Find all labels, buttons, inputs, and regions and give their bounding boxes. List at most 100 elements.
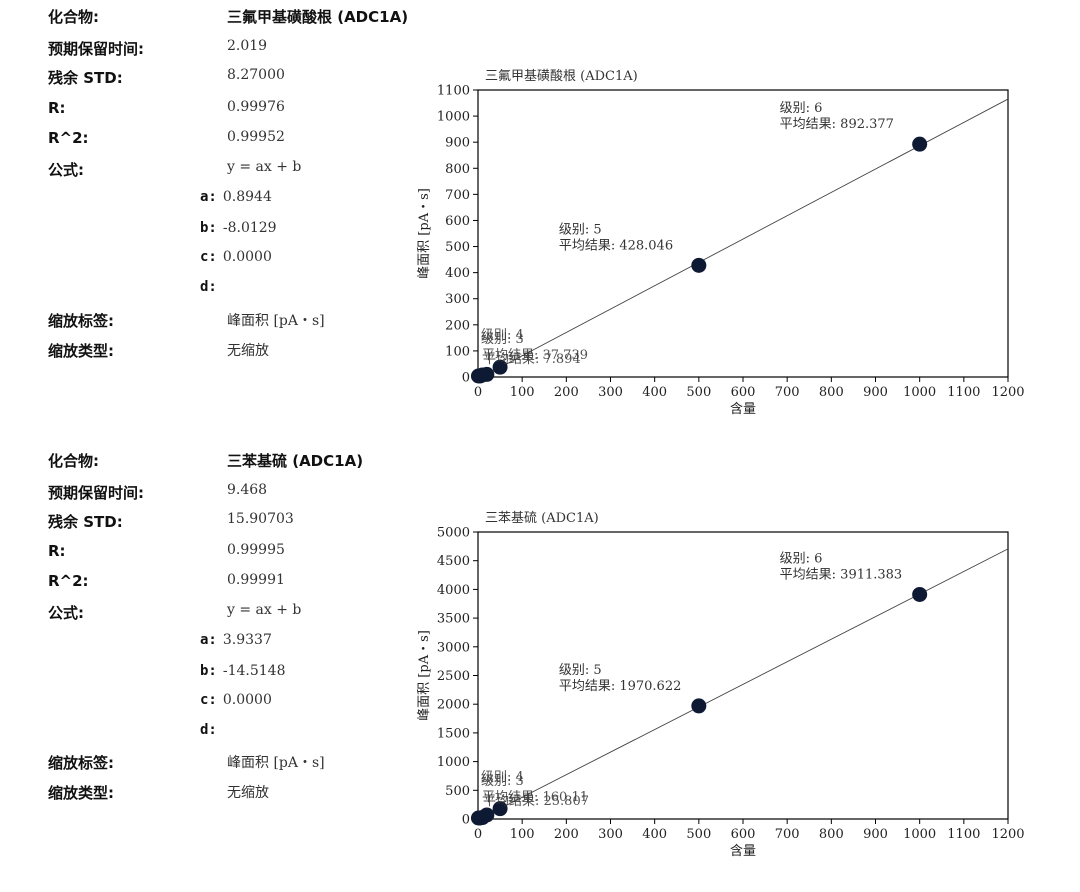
y-tick-label: 0: [462, 371, 470, 386]
point-annotation: 级别: 6: [780, 101, 823, 116]
y-tick-label: 500: [445, 240, 470, 255]
residual-std-value: 15.90703: [227, 511, 294, 527]
formula-label: 公式:: [48, 161, 84, 179]
compound-label: 化合物:: [48, 452, 99, 470]
point-annotation: 平均结果: 892.377: [780, 117, 894, 132]
x-tick-label: 900: [863, 385, 888, 400]
r-squared-label: R^2:: [48, 129, 89, 147]
y-tick-label: 400: [445, 266, 470, 281]
x-axis-label: 含量: [730, 401, 756, 417]
coef-a: a: 0.8944: [200, 189, 272, 205]
scale-type-value: 无缩放: [227, 343, 269, 359]
coef-d: d:: [200, 722, 223, 738]
point-annotation: 级别: 5: [559, 222, 602, 237]
formula-value: y = ax + b: [227, 159, 302, 175]
retention-time-value: 9.468: [227, 482, 268, 498]
r-value: 0.99995: [227, 542, 285, 558]
calibration-chart-2: 三苯基硫 (ADC1A)0500100015002000250030003500…: [417, 511, 1025, 859]
x-tick-label: 400: [642, 385, 667, 400]
chart-title: 三苯基硫 (ADC1A): [485, 511, 599, 526]
r-squared-value: 0.99952: [227, 129, 285, 145]
cluster-annotation: 平均结果: 37.739: [482, 348, 588, 363]
coef-c-value: 0.0000: [222, 249, 272, 265]
point-cross: [693, 259, 705, 271]
compound-value: 三氟甲基磺酸根 (ADC1A): [227, 8, 409, 26]
residual-std-label: 残余 STD:: [48, 513, 123, 531]
coef-c-label: c:: [200, 692, 217, 708]
point-annotation: 平均结果: 3911.383: [780, 567, 903, 582]
coef-b-label: b:: [200, 220, 217, 236]
x-tick-label: 600: [731, 385, 756, 400]
cluster-annotation: 平均结果: 7.894: [483, 352, 581, 367]
y-tick-label: 1100: [437, 84, 470, 99]
coef-c: c: 0.0000: [200, 249, 272, 265]
x-tick-label: 100: [510, 827, 535, 842]
scale-label-label: 缩放标签:: [48, 754, 114, 772]
x-tick-label: 1200: [991, 385, 1024, 400]
coef-d-label: d:: [200, 722, 217, 738]
y-tick-label: 1500: [437, 726, 470, 741]
regression-line: [477, 548, 1009, 821]
compound-label: 化合物:: [48, 8, 99, 26]
x-tick-label: 700: [775, 827, 800, 842]
coef-a-value: 0.8944: [222, 189, 272, 205]
y-tick-label: 1000: [437, 755, 470, 770]
point-cross: [481, 368, 493, 380]
x-tick-label: 400: [642, 827, 667, 842]
point-cross: [494, 361, 506, 373]
y-tick-label: 2000: [437, 698, 470, 713]
cluster-annotation: 级别: 3: [481, 774, 524, 789]
formula-value: y = ax + b: [227, 602, 302, 618]
cluster-annotation: 级别: 4: [481, 328, 524, 343]
y-tick-label: 0: [462, 813, 470, 828]
y-tick-label: 700: [445, 188, 470, 203]
coef-d: d:: [200, 279, 223, 295]
y-tick-label: 600: [445, 214, 470, 229]
coef-d-label: d:: [200, 279, 217, 295]
y-tick-label: 4500: [437, 554, 470, 569]
y-axis-label: 峰面积 [pA・s]: [417, 188, 432, 279]
point-cross: [914, 138, 926, 150]
x-tick-label: 800: [819, 385, 844, 400]
y-tick-label: 3500: [437, 612, 470, 627]
retention-time-value: 2.019: [227, 38, 268, 54]
coef-a: a: 3.9337: [200, 632, 272, 648]
x-tick-label: 500: [686, 827, 711, 842]
chart-title: 三氟甲基磺酸根 (ADC1A): [485, 69, 638, 84]
point-annotation: 平均结果: 428.046: [559, 238, 673, 253]
scale-label-label: 缩放标签:: [48, 312, 114, 330]
y-tick-label: 900: [445, 136, 470, 151]
x-tick-label: 1000: [903, 827, 936, 842]
coef-b: b: -8.0129: [200, 220, 277, 236]
coef-b: b: -14.5148: [200, 663, 285, 679]
r-value: 0.99976: [227, 99, 285, 115]
y-tick-label: 1000: [437, 110, 470, 125]
residual-std-value: 8.27000: [227, 67, 285, 83]
x-tick-label: 0: [474, 827, 482, 842]
cluster-annotation: 级别: 3: [481, 332, 524, 347]
y-tick-label: 3000: [437, 640, 470, 655]
r-label: R:: [48, 99, 66, 117]
scale-label-value: 峰面积 [pA・s]: [227, 313, 325, 329]
coef-b-label: b:: [200, 663, 217, 679]
scale-label-value: 峰面积 [pA・s]: [227, 755, 325, 771]
y-tick-label: 300: [445, 292, 470, 307]
scale-type-label: 缩放类型:: [48, 342, 114, 360]
coef-a-label: a:: [200, 632, 217, 648]
point-annotation: 平均结果: 1970.622: [559, 679, 682, 694]
y-tick-label: 4000: [437, 583, 470, 598]
x-tick-label: 1100: [947, 385, 980, 400]
y-tick-label: 5000: [437, 526, 470, 541]
coef-a-value: 3.9337: [222, 632, 272, 648]
point-cross: [914, 588, 926, 600]
plot-frame: [477, 89, 1009, 378]
scale-type-label: 缩放类型:: [48, 784, 114, 802]
retention-time-label: 预期保留时间:: [48, 40, 144, 58]
y-tick-label: 800: [445, 162, 470, 177]
calibration-section-2: 化合物: 三苯基硫 (ADC1A) 预期保留时间: 9.468 残余 STD: …: [0, 442, 1080, 882]
coef-b-value: -8.0129: [222, 220, 277, 236]
r-squared-value: 0.99991: [227, 572, 285, 588]
cluster-annotation: 平均结果: 25.807: [483, 794, 589, 809]
plot-frame: [477, 531, 1009, 820]
cluster-annotation: 级别: 4: [481, 770, 524, 785]
